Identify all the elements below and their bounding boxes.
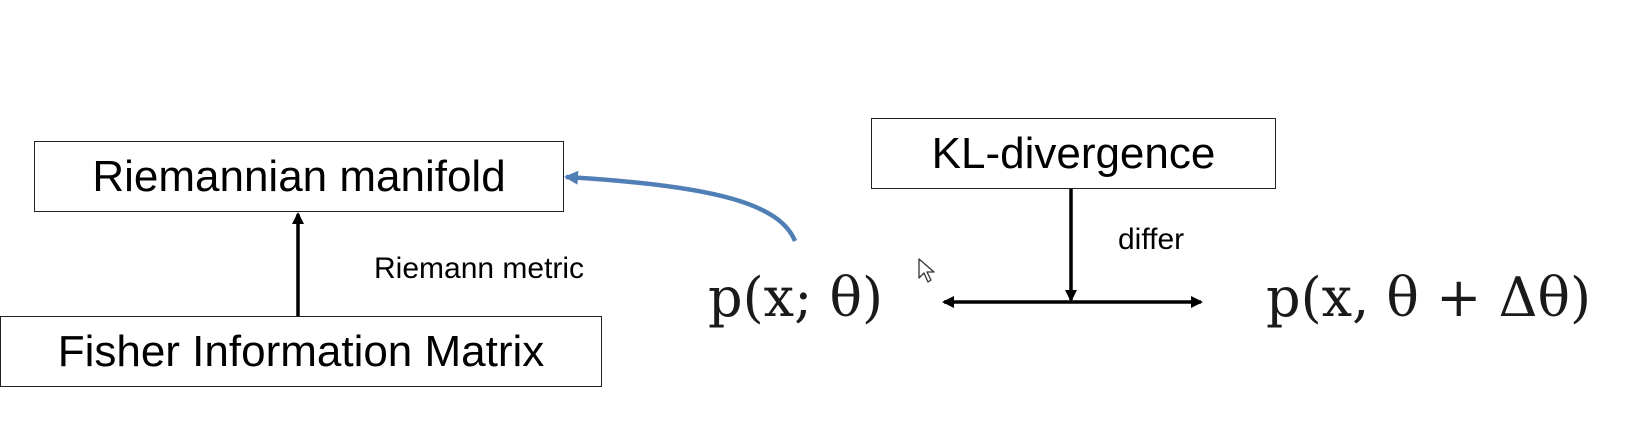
kl-divergence-label: KL-divergence [931,128,1216,178]
riemannian-manifold-box: Riemannian manifold [34,141,564,212]
fisher-information-matrix-box: Fisher Information Matrix [0,316,602,387]
riemann-metric-label: Riemann metric [374,252,585,285]
distribution-p-theta: p(x; θ) [708,266,884,329]
distribution-p-theta-plus-delta: p(x, θ + Δθ) [1266,266,1592,329]
kl-divergence-box: KL-divergence [871,118,1276,189]
curved-arrow-to-riemannian [564,170,798,242]
riemannian-manifold-label: Riemannian manifold [92,151,506,201]
fisher-information-matrix-label: Fisher Information Matrix [57,326,545,376]
differ-label: differ [1118,223,1185,256]
mouse-pointer-icon [918,258,935,283]
